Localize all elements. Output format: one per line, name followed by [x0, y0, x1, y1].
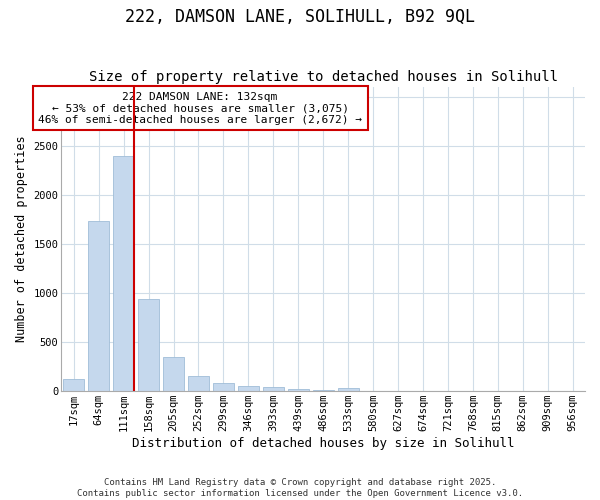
Bar — [238, 386, 259, 391]
Bar — [88, 222, 109, 391]
Bar — [138, 299, 159, 391]
Bar — [213, 383, 234, 391]
Bar — [287, 389, 309, 391]
Text: 222, DAMSON LANE, SOLIHULL, B92 9QL: 222, DAMSON LANE, SOLIHULL, B92 9QL — [125, 8, 475, 26]
Title: Size of property relative to detached houses in Solihull: Size of property relative to detached ho… — [89, 70, 557, 85]
Bar — [163, 357, 184, 391]
Text: Contains HM Land Registry data © Crown copyright and database right 2025.
Contai: Contains HM Land Registry data © Crown c… — [77, 478, 523, 498]
X-axis label: Distribution of detached houses by size in Solihull: Distribution of detached houses by size … — [132, 437, 514, 450]
Bar — [188, 376, 209, 391]
Bar — [263, 387, 284, 391]
Y-axis label: Number of detached properties: Number of detached properties — [15, 136, 28, 342]
Bar — [63, 380, 85, 391]
Text: 222 DAMSON LANE: 132sqm
← 53% of detached houses are smaller (3,075)
46% of semi: 222 DAMSON LANE: 132sqm ← 53% of detache… — [38, 92, 362, 125]
Bar — [338, 388, 359, 391]
Bar — [313, 390, 334, 391]
Bar — [113, 156, 134, 391]
